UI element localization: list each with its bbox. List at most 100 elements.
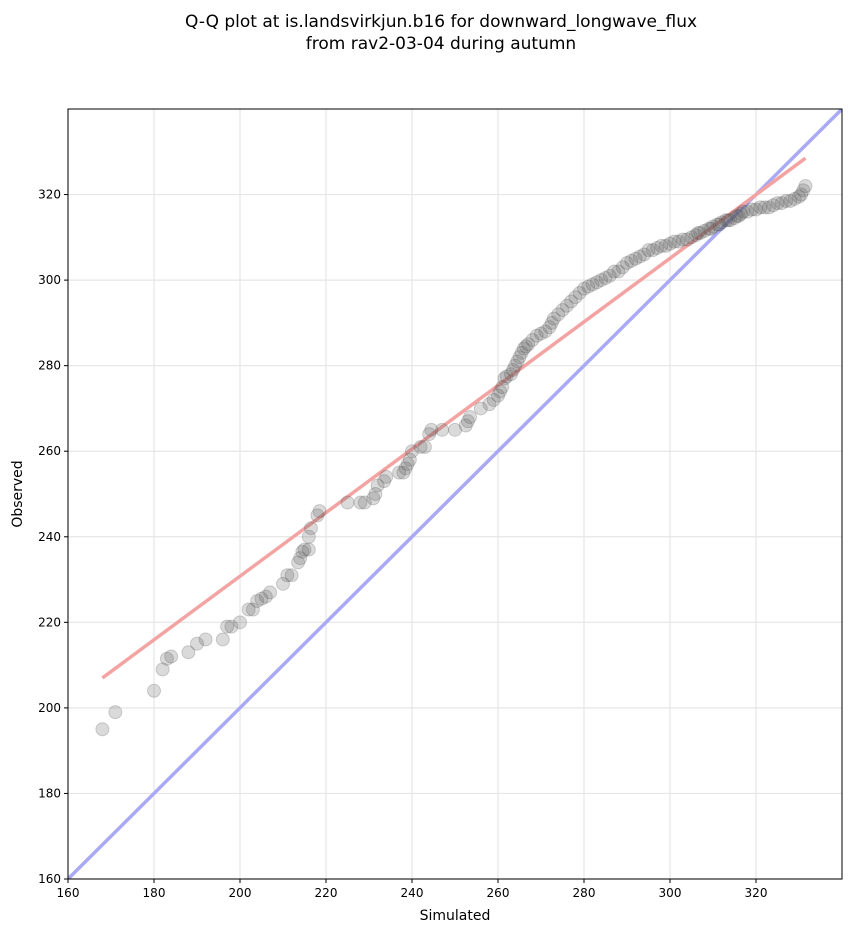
data-point bbox=[460, 414, 475, 429]
data-point bbox=[250, 593, 265, 608]
data-point bbox=[402, 452, 417, 467]
data-point bbox=[589, 275, 604, 290]
data-point bbox=[263, 585, 278, 600]
data-point bbox=[718, 213, 733, 228]
data-point bbox=[684, 230, 699, 245]
data-point bbox=[424, 422, 439, 437]
x-tick-label: 300 bbox=[659, 886, 682, 900]
x-tick-label: 240 bbox=[401, 886, 424, 900]
data-point bbox=[731, 208, 746, 223]
data-point bbox=[463, 410, 478, 424]
data-point bbox=[577, 281, 591, 296]
data-point bbox=[761, 200, 776, 215]
data-point bbox=[512, 350, 527, 365]
data-point bbox=[671, 234, 686, 249]
data-point bbox=[396, 465, 411, 480]
data-point bbox=[521, 337, 536, 352]
data-point bbox=[529, 328, 544, 343]
data-point bbox=[516, 341, 531, 356]
data-point bbox=[518, 339, 533, 354]
chart-subtitle: from rav2-03-04 during autumn bbox=[306, 34, 576, 54]
data-point bbox=[422, 427, 437, 442]
data-point bbox=[667, 234, 682, 249]
data-point bbox=[159, 651, 174, 666]
data-point bbox=[744, 202, 759, 217]
data-point bbox=[736, 204, 751, 219]
data-point bbox=[254, 591, 269, 606]
data-point bbox=[491, 388, 505, 403]
y-tick-label: 240 bbox=[38, 530, 61, 544]
data-point bbox=[370, 478, 385, 493]
y-tick-label: 280 bbox=[38, 359, 61, 373]
data-point bbox=[301, 542, 316, 557]
data-point bbox=[435, 422, 450, 437]
data-point bbox=[493, 384, 508, 399]
data-point bbox=[611, 264, 626, 279]
data-point bbox=[792, 189, 806, 204]
data-point bbox=[757, 200, 772, 215]
data-point bbox=[774, 196, 789, 211]
data-point bbox=[628, 251, 643, 266]
data-point bbox=[164, 649, 179, 664]
data-point bbox=[572, 285, 587, 300]
data-point bbox=[310, 508, 325, 523]
data-point bbox=[155, 662, 170, 677]
x-axis-ticks: 160 180 200 220 240 260 280 300 320 bbox=[57, 879, 767, 900]
data-point bbox=[368, 487, 383, 501]
data-point bbox=[198, 632, 213, 647]
data-point bbox=[749, 202, 763, 217]
x-tick-label: 160 bbox=[57, 886, 80, 900]
data-point bbox=[497, 371, 512, 386]
data-point bbox=[675, 232, 690, 247]
data-point bbox=[663, 236, 677, 251]
data-point bbox=[400, 457, 415, 472]
x-tick-label: 220 bbox=[315, 886, 338, 900]
data-point bbox=[312, 504, 327, 519]
data-point bbox=[729, 208, 744, 223]
data-point bbox=[703, 221, 718, 236]
data-point bbox=[284, 568, 299, 583]
y-tick-label: 220 bbox=[38, 615, 61, 629]
data-point bbox=[379, 469, 394, 484]
data-point bbox=[753, 200, 768, 215]
data-point bbox=[598, 270, 613, 285]
data-point bbox=[710, 217, 725, 232]
data-point bbox=[377, 474, 392, 489]
data-point bbox=[712, 217, 727, 232]
x-tick-label: 260 bbox=[487, 886, 510, 900]
data-point bbox=[258, 589, 273, 604]
data-point bbox=[615, 260, 630, 275]
data-point bbox=[366, 491, 381, 506]
data-point bbox=[538, 324, 553, 339]
x-tick-label: 200 bbox=[229, 886, 252, 900]
data-point bbox=[650, 241, 665, 256]
data-point bbox=[641, 243, 656, 258]
data-point bbox=[559, 298, 574, 313]
fit-line bbox=[101, 156, 807, 680]
data-point bbox=[783, 193, 798, 208]
data-point bbox=[147, 683, 161, 698]
data-point bbox=[534, 326, 548, 341]
data-point bbox=[291, 555, 306, 570]
data-point bbox=[353, 495, 368, 510]
data-point bbox=[688, 228, 703, 243]
data-point bbox=[181, 645, 196, 660]
data-point bbox=[645, 243, 660, 258]
data-point bbox=[733, 206, 748, 221]
y-tick-label: 320 bbox=[38, 188, 61, 202]
data-point bbox=[276, 576, 290, 591]
x-tick-label: 280 bbox=[573, 886, 596, 900]
data-point bbox=[637, 247, 652, 262]
data-point bbox=[295, 544, 310, 559]
data-point bbox=[482, 397, 497, 412]
data-point bbox=[473, 401, 488, 416]
data-point bbox=[280, 568, 295, 583]
data-point bbox=[392, 465, 407, 480]
data-point bbox=[602, 268, 617, 283]
data-point bbox=[417, 439, 432, 454]
data-point bbox=[701, 221, 716, 236]
y-tick-label: 200 bbox=[38, 701, 61, 715]
data-point bbox=[503, 367, 518, 382]
data-point bbox=[486, 392, 501, 407]
